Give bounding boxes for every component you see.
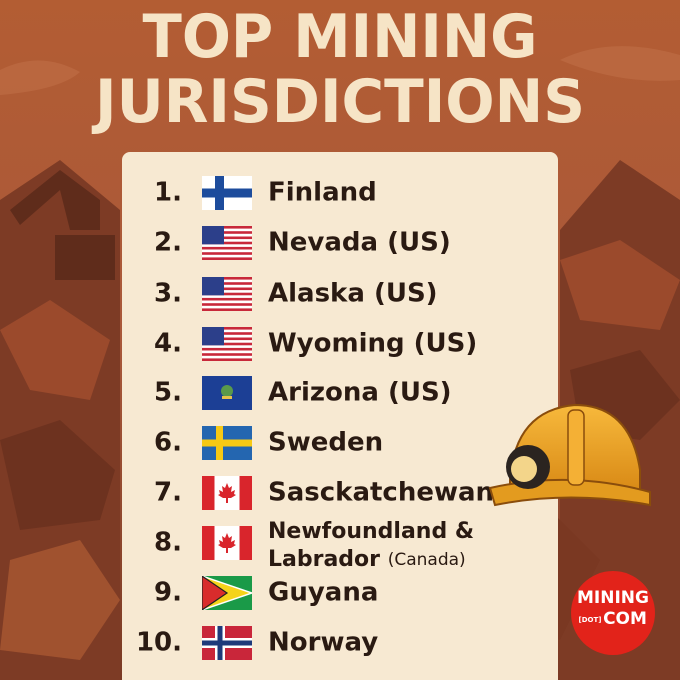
logo: MINING [DOT] COM [571,571,655,655]
name: Guyana [268,578,378,608]
name: Sweden [268,428,383,458]
flag [202,327,252,361]
rank: 10. [136,628,182,658]
helmet [488,403,651,507]
name-note: (Canada) [388,550,466,570]
flag [202,476,252,510]
title-line-2: JURISDICTIONS [91,67,585,137]
name: Alaska (US) [268,279,438,309]
name: Nevada (US) [268,228,451,258]
flag [202,626,252,660]
name: Sasckatchewan [268,478,494,508]
flag [202,226,252,260]
rank: 5. [154,378,182,408]
name: Arizona (US) [268,378,452,408]
flag [202,176,252,210]
name-line: Newfoundland & [268,519,474,544]
rank: 4. [154,329,182,359]
name: Norway [268,628,378,658]
logo-text: MINING [577,588,649,608]
rank: 3. [154,279,182,309]
name: Labrador (Canada) [268,547,466,572]
name: Finland [268,178,377,208]
rank: 8. [154,528,182,558]
list: 1. Finland 2. Nevada (US) 3. Alaska (US)… [136,176,494,660]
logo-text: [DOT] [579,616,602,624]
rank: 9. [154,578,182,608]
name: Wyoming (US) [268,329,477,359]
name: Newfoundland & [268,519,474,544]
logo-text: COM [603,609,647,629]
name-line: Labrador [268,547,380,572]
flag [202,277,252,311]
rank: 1. [154,178,182,208]
flag [202,426,252,460]
flag [202,376,252,410]
flag [202,526,252,560]
rank: 6. [154,428,182,458]
rank: 2. [154,228,182,258]
title-line-1: TOP MINING [143,2,538,72]
flag [202,576,252,610]
rank: 7. [154,478,182,508]
